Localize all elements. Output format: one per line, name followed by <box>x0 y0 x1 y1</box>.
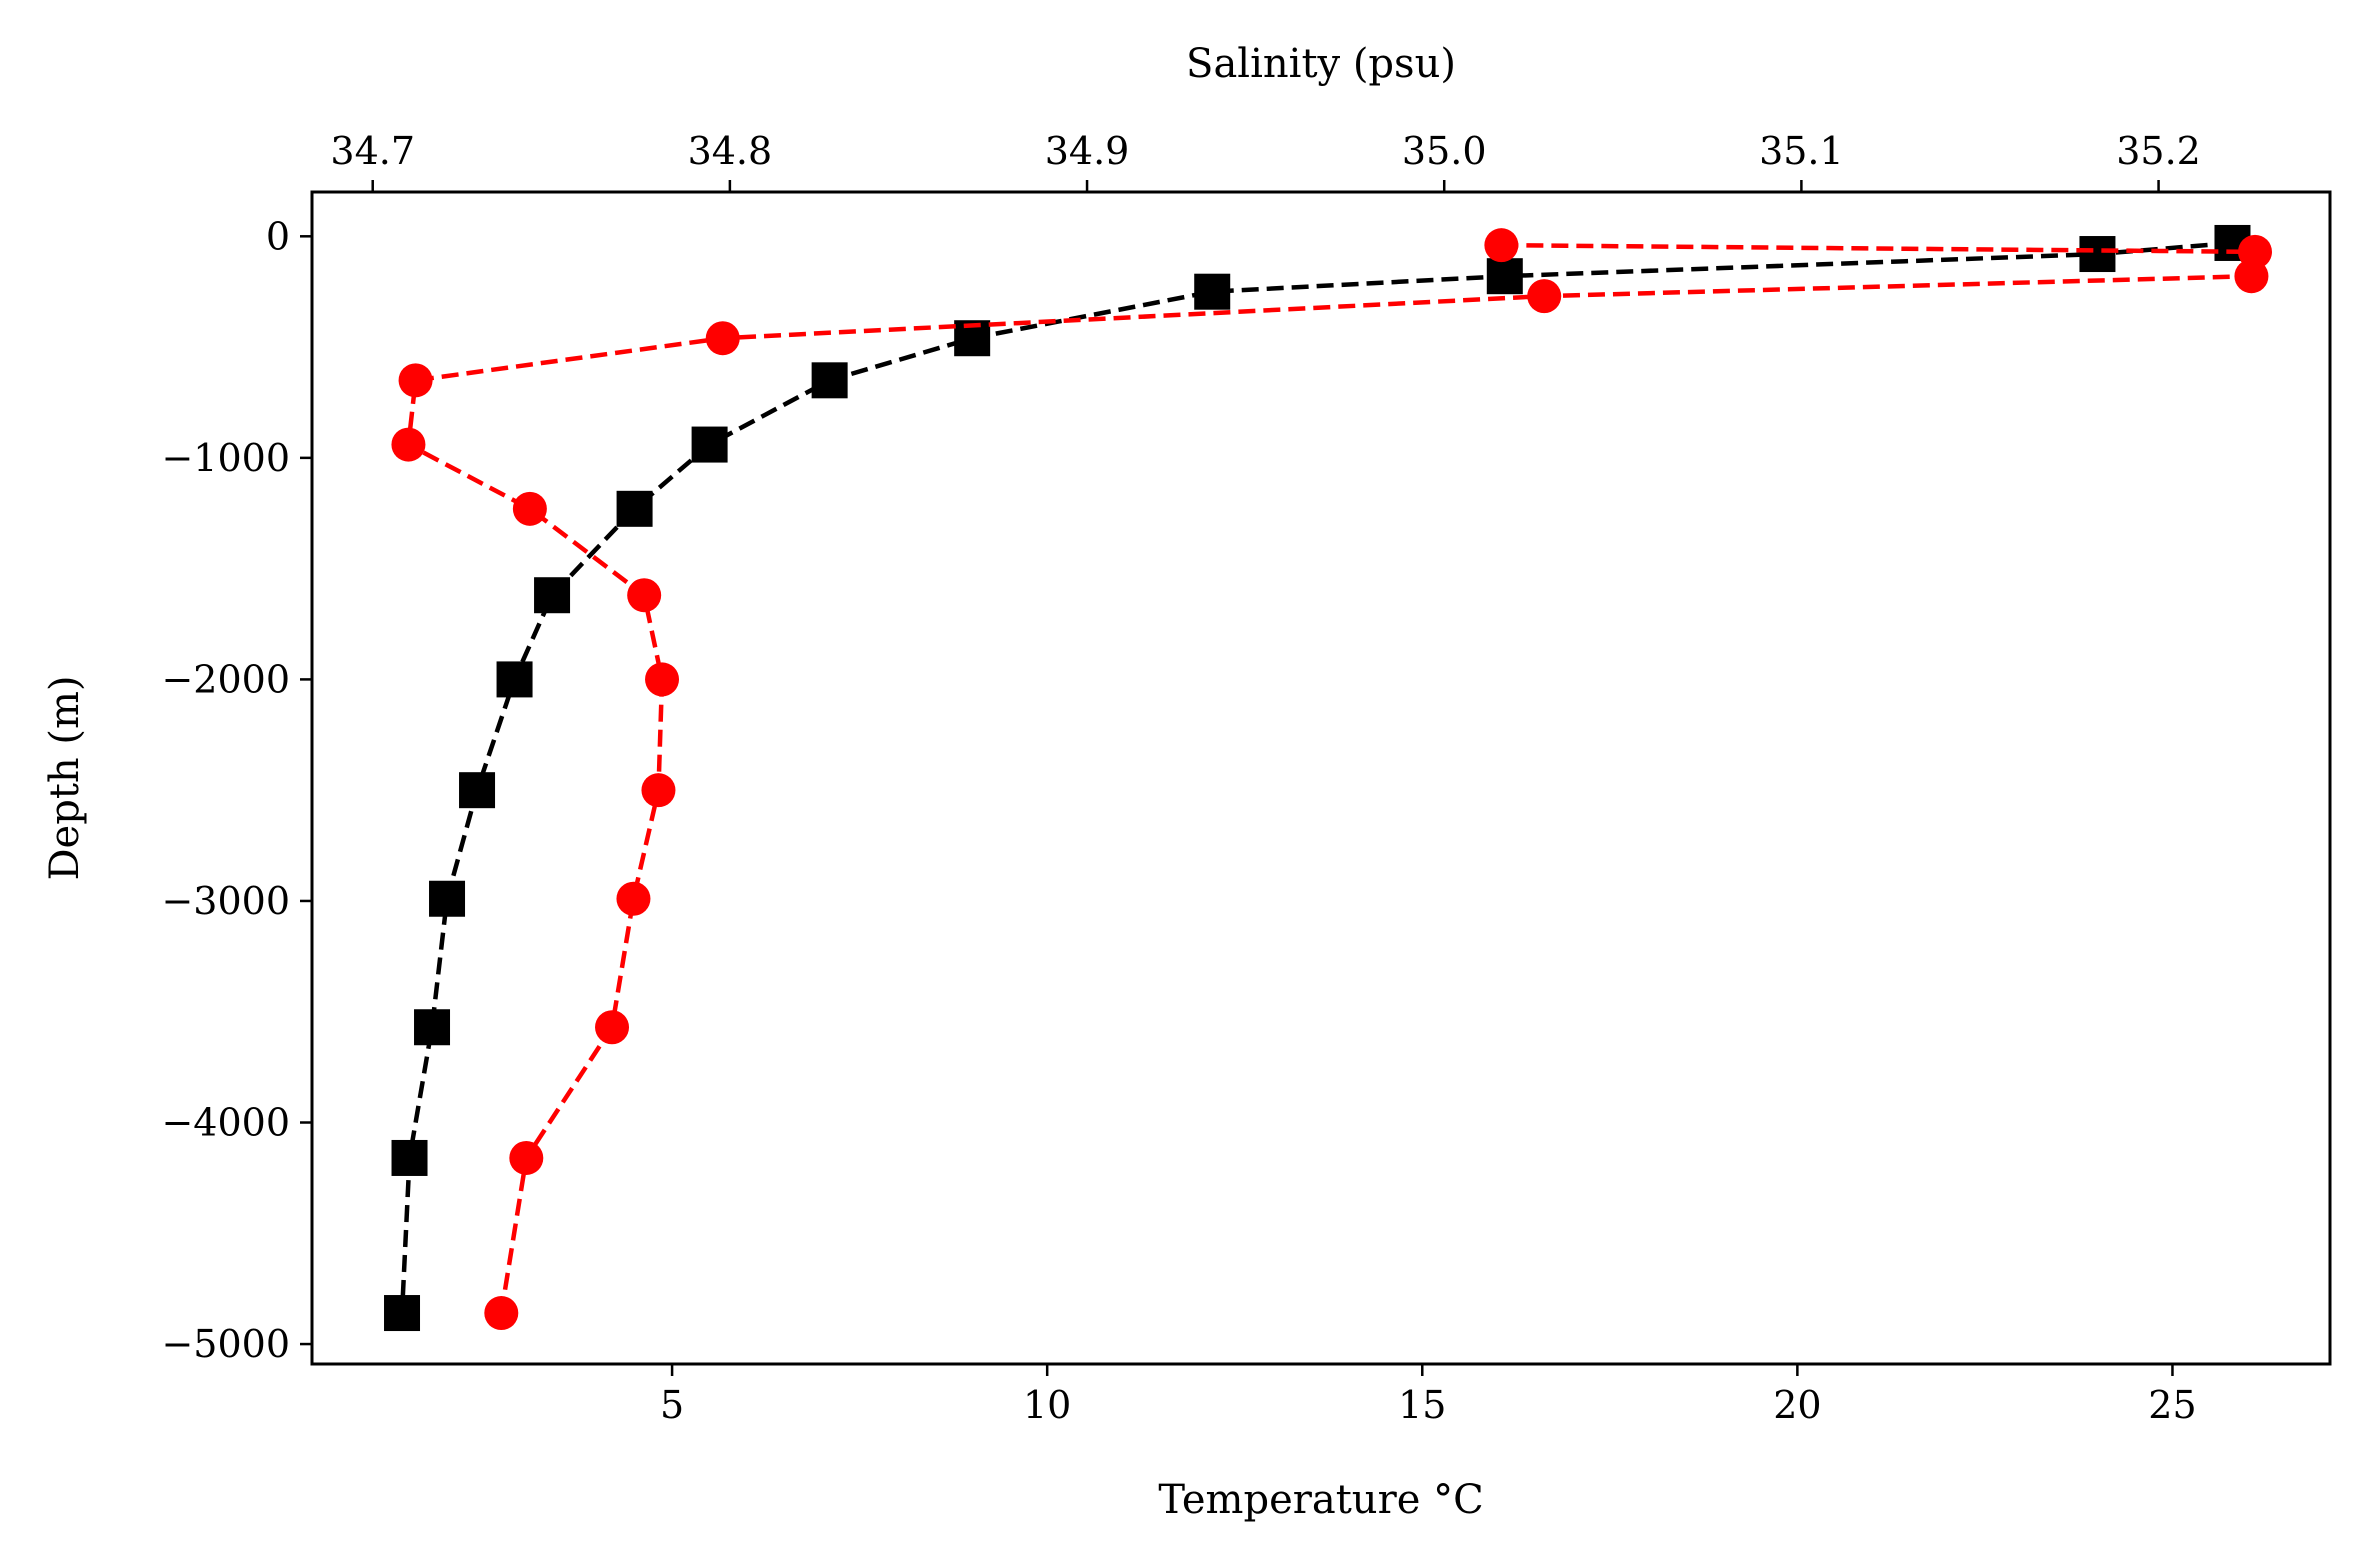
series-2-point <box>2234 259 2269 294</box>
x-axis-label: Temperature °C <box>1158 1477 1483 1523</box>
series-1-line <box>399 240 2233 1314</box>
top-axis-ticks: 34.7 34.8 34.9 35.0 35.1 35.2 <box>330 129 2201 192</box>
series-1-point <box>2079 236 2116 273</box>
x2-tick-label: 34.8 <box>688 129 773 173</box>
series-2-point <box>398 363 433 398</box>
series-1-point <box>1194 273 1231 310</box>
series-2-point <box>616 881 651 916</box>
x-tick-label: 10 <box>1023 1383 1071 1427</box>
plot-frame <box>310 190 2332 1366</box>
series-2-point <box>645 662 680 697</box>
series-2-point <box>512 491 547 526</box>
series-2 <box>391 228 2272 1331</box>
left-axis-ticks: 0 −1000 −2000 −3000 −4000 −5000 <box>161 214 312 1366</box>
y-axis-label: Depth (m) <box>42 675 88 880</box>
y-tick-label: −5000 <box>161 1322 290 1366</box>
series-1-point <box>391 1139 428 1176</box>
series-1-point <box>534 577 571 614</box>
x-tick-label: 15 <box>1398 1383 1446 1427</box>
x2-tick-label: 35.0 <box>1402 129 1487 173</box>
x2-tick-label: 34.7 <box>330 129 415 173</box>
series-1-point <box>691 426 728 463</box>
series-1-point <box>616 490 653 527</box>
x2-tick-label: 35.1 <box>1759 129 1844 173</box>
x-tick-label: 25 <box>2148 1383 2196 1427</box>
x2-tick-label: 35.2 <box>2116 129 2201 173</box>
series-1-point <box>459 772 496 809</box>
series-2-point <box>1484 228 1519 263</box>
x2-axis-label: Salinity (psu) <box>1186 41 1456 87</box>
series-1-point <box>414 1009 451 1046</box>
y-tick-label: −2000 <box>161 657 290 701</box>
series-2-point <box>627 578 662 613</box>
series-1-point <box>811 362 848 399</box>
y-tick-label: −4000 <box>161 1101 290 1145</box>
series-2-point <box>705 321 740 356</box>
series-layer <box>384 224 2272 1332</box>
series-1-point <box>384 1295 421 1332</box>
series-1-point <box>1486 258 1523 295</box>
series-2-point <box>391 427 426 462</box>
series-2-point <box>595 1010 630 1045</box>
series-2-point <box>1527 279 1562 314</box>
series-2-point <box>641 773 676 808</box>
y-tick-label: −1000 <box>161 436 290 480</box>
x-tick-label: 5 <box>660 1383 684 1427</box>
series-2-point <box>484 1296 519 1331</box>
y-tick-label: −3000 <box>161 879 290 923</box>
y-tick-label: 0 <box>266 214 290 258</box>
bottom-axis-ticks: 5 10 15 20 25 <box>660 1364 2197 1427</box>
series-1-point <box>429 880 466 917</box>
x2-tick-label: 34.9 <box>1045 129 1130 173</box>
series-2-line <box>406 242 2258 1314</box>
series-1-point <box>496 661 533 698</box>
series-2-point <box>509 1140 544 1175</box>
x-tick-label: 20 <box>1773 1383 1821 1427</box>
